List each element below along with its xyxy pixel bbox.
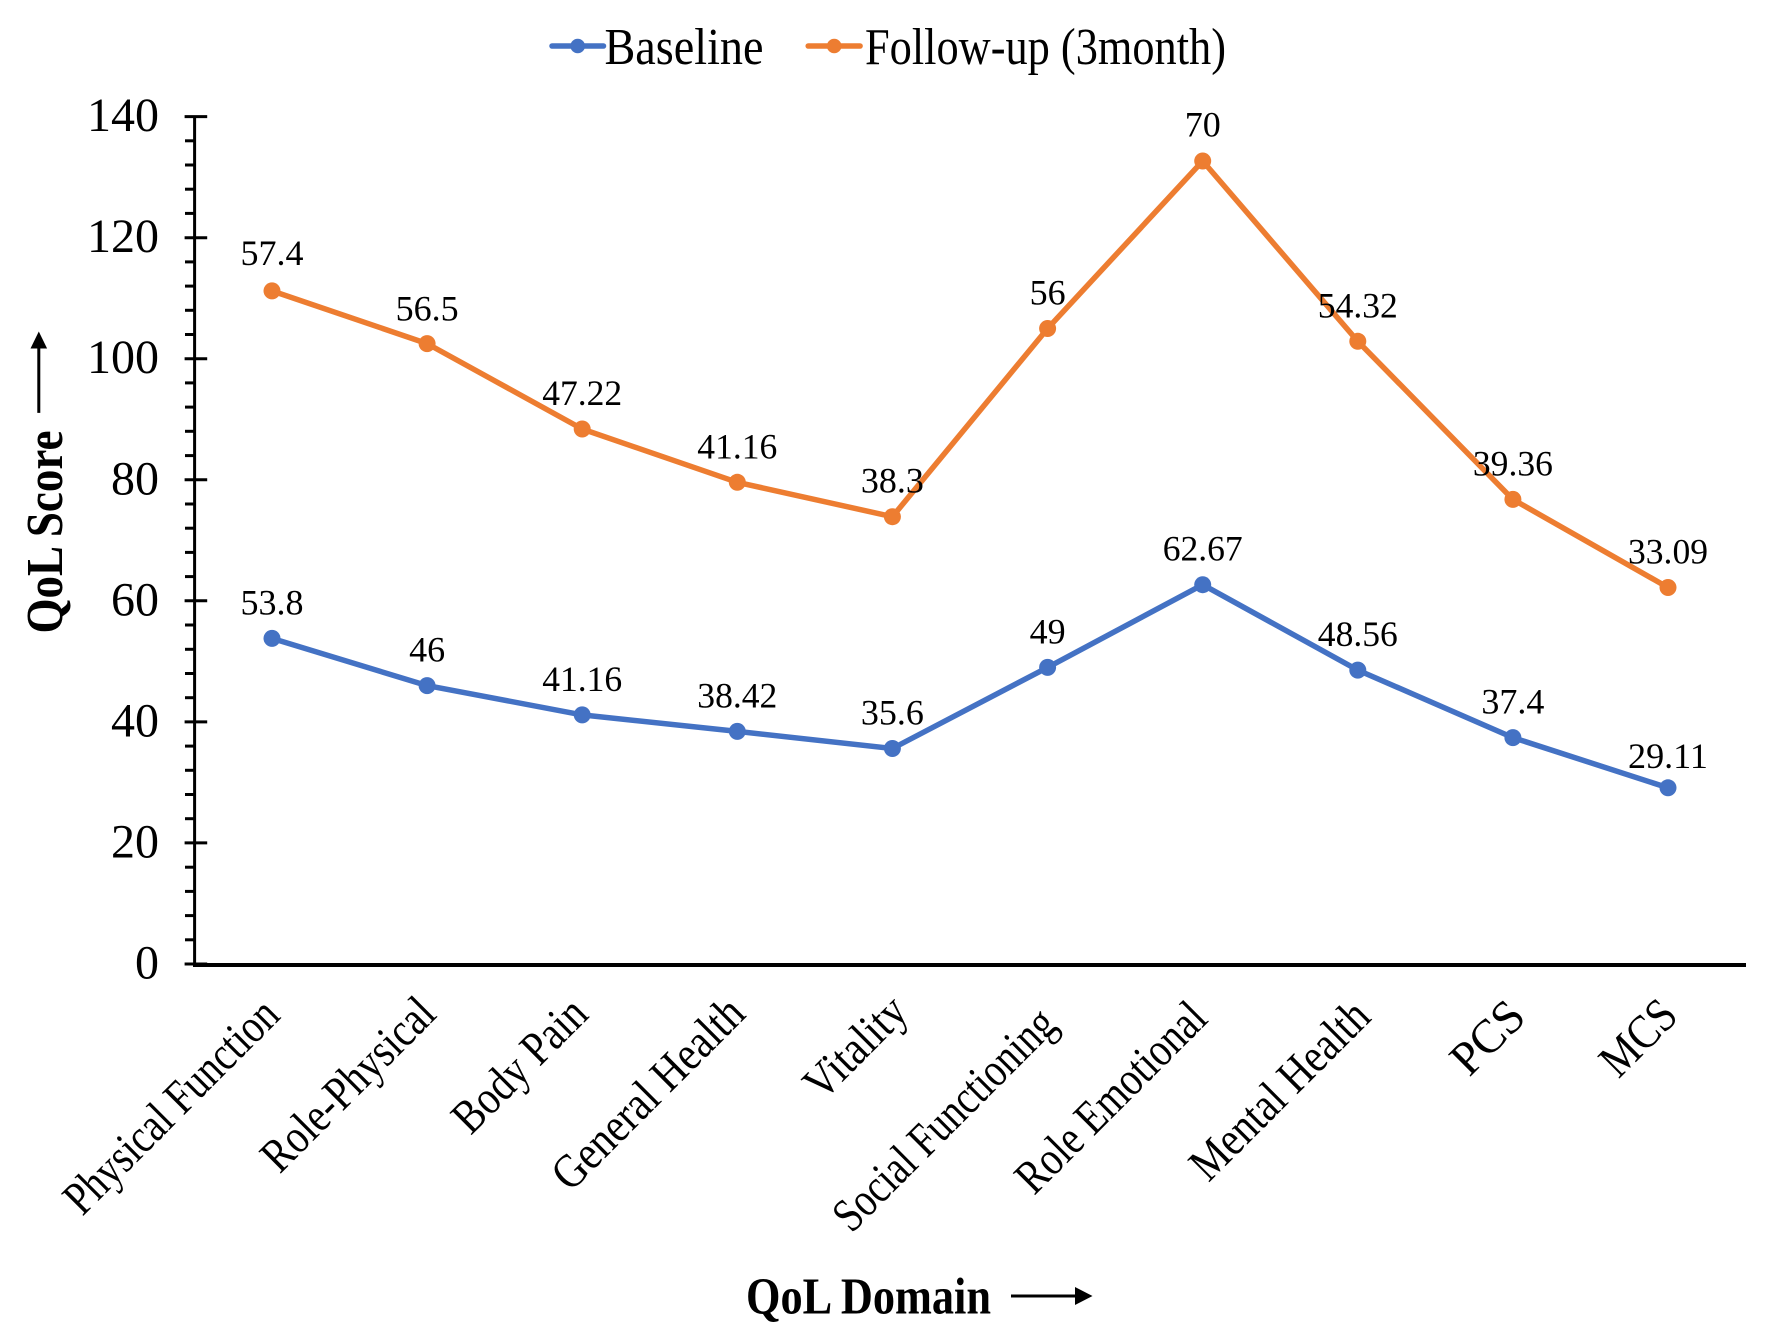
svg-text:35.6: 35.6 (861, 693, 924, 733)
svg-text:41.16: 41.16 (697, 426, 777, 466)
svg-text:54.32: 54.32 (1318, 285, 1398, 325)
svg-text:56: 56 (1030, 273, 1066, 313)
svg-text:37.4: 37.4 (1481, 682, 1544, 722)
svg-text:70: 70 (1185, 105, 1221, 145)
svg-text:60: 60 (111, 573, 159, 626)
svg-text:29.11: 29.11 (1628, 736, 1708, 776)
svg-text:33.09: 33.09 (1628, 532, 1708, 572)
svg-text:Follow-up (3month): Follow-up (3month) (865, 19, 1226, 76)
svg-text:Baseline: Baseline (605, 19, 764, 76)
svg-text:39.36: 39.36 (1473, 443, 1553, 483)
svg-text:49: 49 (1030, 611, 1066, 651)
svg-text:0: 0 (135, 937, 159, 990)
svg-text:QoL Domain: QoL Domain (746, 1268, 991, 1322)
svg-text:100: 100 (87, 331, 159, 384)
svg-text:38.42: 38.42 (697, 675, 777, 715)
svg-text:48.56: 48.56 (1318, 614, 1398, 654)
svg-text:53.8: 53.8 (241, 582, 304, 622)
svg-text:41.16: 41.16 (542, 659, 622, 699)
svg-text:40: 40 (111, 694, 159, 747)
svg-text:20: 20 (111, 815, 159, 868)
svg-text:80: 80 (111, 452, 159, 505)
svg-text:QoL Score: QoL Score (17, 431, 74, 634)
svg-text:57.4: 57.4 (241, 233, 304, 273)
svg-text:38.3: 38.3 (861, 461, 924, 501)
svg-text:120: 120 (87, 210, 159, 263)
svg-text:47.22: 47.22 (542, 373, 622, 413)
svg-text:62.67: 62.67 (1163, 529, 1243, 569)
svg-text:140: 140 (87, 89, 159, 142)
svg-text:56.5: 56.5 (396, 289, 459, 329)
svg-text:46: 46 (409, 630, 445, 670)
